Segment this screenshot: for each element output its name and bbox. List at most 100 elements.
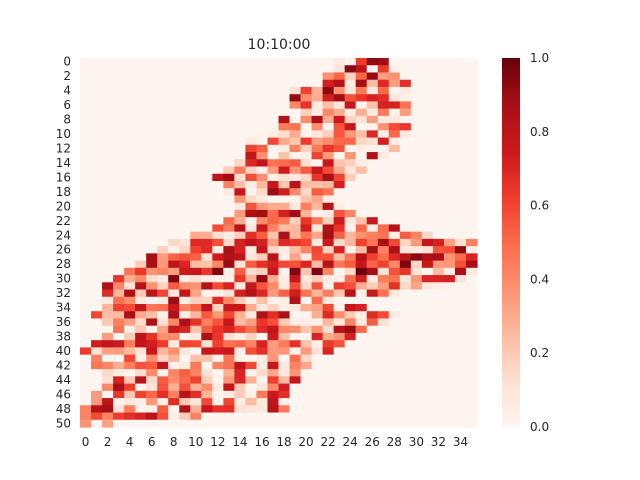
heatmap-cell — [179, 282, 191, 291]
heatmap-cell — [410, 202, 423, 211]
heatmap-cell — [454, 94, 467, 103]
heatmap-cell — [91, 246, 103, 254]
heatmap-cell — [355, 275, 368, 283]
heatmap-cell — [465, 86, 478, 95]
heatmap-cell — [377, 253, 390, 262]
heatmap-grid — [80, 58, 478, 428]
heatmap-cell — [344, 405, 357, 414]
heatmap-cell — [322, 390, 335, 399]
heatmap-cell — [113, 253, 125, 262]
heatmap-cell — [168, 130, 180, 139]
heatmap-cell — [454, 260, 467, 269]
heatmap-cell — [410, 369, 423, 377]
heatmap-cell — [465, 304, 478, 312]
heatmap-cell — [322, 195, 335, 204]
heatmap-cell — [443, 325, 456, 334]
heatmap-cell — [223, 144, 235, 153]
heatmap-cell — [289, 65, 302, 74]
x-tick-label: 24 — [343, 435, 358, 449]
heatmap-cell — [113, 260, 125, 269]
heatmap-cell — [366, 166, 379, 175]
heatmap-cell — [454, 195, 467, 204]
heatmap-cell — [322, 282, 335, 291]
heatmap-cell — [113, 231, 125, 240]
heatmap-cell — [454, 369, 467, 377]
heatmap-cell — [278, 347, 291, 356]
heatmap-cell — [311, 123, 324, 131]
heatmap-cell — [333, 412, 346, 421]
heatmap-cell — [223, 181, 235, 189]
heatmap-cell — [278, 253, 291, 262]
heatmap-cell — [421, 209, 434, 218]
heatmap-cell — [124, 412, 136, 421]
heatmap-cell — [256, 115, 269, 124]
heatmap-cell — [421, 144, 434, 153]
heatmap-cell — [322, 181, 335, 189]
heatmap-cell — [201, 267, 213, 276]
heatmap-cell — [124, 296, 136, 305]
heatmap-cell — [300, 195, 313, 204]
heatmap-cell — [377, 79, 390, 88]
heatmap-cell — [168, 282, 180, 291]
heatmap-cell — [322, 166, 335, 175]
heatmap-cell — [344, 289, 357, 298]
heatmap-cell — [322, 224, 335, 233]
heatmap-cell — [256, 144, 269, 153]
heatmap-cell — [267, 79, 280, 88]
heatmap-cell — [399, 369, 412, 377]
heatmap-cell — [190, 311, 202, 320]
heatmap-cell — [245, 137, 258, 146]
heatmap-cell — [366, 224, 379, 233]
heatmap-cell — [80, 159, 92, 168]
heatmap-cell — [443, 123, 456, 131]
heatmap-cell — [223, 173, 235, 182]
heatmap-cell — [256, 376, 269, 385]
heatmap-cell — [355, 108, 368, 117]
heatmap-cell — [443, 58, 456, 66]
heatmap-cell — [267, 253, 280, 262]
heatmap-cell — [421, 275, 434, 283]
heatmap-cell — [80, 369, 92, 377]
heatmap-cell — [256, 260, 269, 269]
heatmap-cell — [278, 246, 291, 254]
heatmap-cell — [157, 238, 169, 247]
heatmap-cell — [102, 347, 114, 356]
heatmap-cell — [311, 86, 324, 95]
heatmap-cell — [289, 202, 302, 211]
heatmap-cell — [267, 419, 280, 428]
heatmap-cell — [223, 376, 235, 385]
heatmap-cell — [80, 79, 92, 88]
heatmap-cell — [190, 419, 202, 428]
heatmap-cell — [366, 79, 379, 88]
x-tick-label: 12 — [210, 435, 225, 449]
heatmap-cell — [410, 412, 423, 421]
heatmap-cell — [377, 340, 390, 349]
heatmap-cell — [190, 115, 202, 124]
heatmap-cell — [212, 72, 224, 81]
heatmap-cell — [377, 231, 390, 240]
heatmap-cell — [300, 253, 313, 262]
heatmap-cell — [410, 137, 423, 146]
heatmap-cell — [212, 289, 224, 298]
heatmap-cell — [80, 282, 92, 291]
heatmap-cell — [201, 224, 213, 233]
heatmap-cell — [289, 340, 302, 349]
heatmap-cell — [80, 383, 92, 392]
heatmap-cell — [179, 304, 191, 312]
heatmap-cell — [179, 209, 191, 218]
heatmap-cell — [179, 340, 191, 349]
heatmap-cell — [157, 79, 169, 88]
heatmap-cell — [102, 130, 114, 139]
heatmap-cell — [421, 253, 434, 262]
heatmap-cell — [355, 58, 368, 66]
heatmap-cell — [168, 296, 180, 305]
heatmap-cell — [234, 238, 247, 247]
heatmap-cell — [267, 412, 280, 421]
heatmap-cell — [355, 159, 368, 168]
heatmap-cell — [212, 347, 224, 356]
heatmap-cell — [421, 419, 434, 428]
heatmap-cell — [311, 173, 324, 182]
heatmap-cell — [443, 202, 456, 211]
heatmap-cell — [300, 94, 313, 103]
heatmap-cell — [102, 195, 114, 204]
